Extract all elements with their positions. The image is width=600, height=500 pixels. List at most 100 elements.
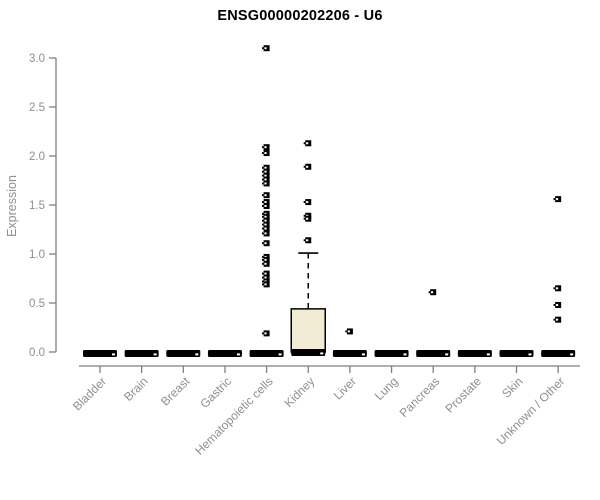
outlier-point-tail [262, 227, 264, 230]
box-median-bar [374, 350, 409, 357]
outlier-point-tail [303, 165, 306, 168]
outlier-point-tail [262, 178, 264, 181]
outlier-point-center [264, 283, 267, 286]
y-tick-label: 0.0 [29, 347, 45, 359]
box-median-bar [291, 349, 326, 357]
outlier-point-center [264, 170, 267, 173]
outlier-point-center [264, 272, 267, 275]
outlier-point-center [555, 287, 559, 290]
outlier-point-center [264, 262, 267, 265]
outlier-point-center [264, 194, 267, 197]
y-tick-label: 1.0 [29, 249, 45, 261]
outlier-point-tail [553, 287, 556, 290]
outlier-point-center [264, 47, 267, 50]
x-category-label: Bladder [70, 374, 109, 413]
outlier-point-center [264, 258, 267, 261]
y-tick-label: 3.0 [29, 53, 45, 65]
outlier-point-tail [262, 212, 264, 215]
outlier-point-tail [345, 330, 347, 333]
outlier-point-center [264, 242, 267, 245]
outlier-point-tail [262, 152, 264, 155]
outlier-point-tail [262, 255, 264, 258]
box-median-bar-notch [486, 353, 490, 356]
box-median-bar [541, 350, 576, 357]
outlier-point-tail [262, 242, 264, 245]
chart-title: ENSG00000202206 - U6 [217, 8, 383, 24]
outlier-point-tail [303, 239, 306, 242]
outlier-point-tail [262, 276, 264, 279]
box-median-bar-notch [445, 353, 449, 356]
box-median-bar-notch [570, 353, 574, 356]
outlier-point-tail [262, 174, 264, 177]
x-category-label: Kidney [282, 374, 318, 410]
outlier-point-tail [553, 198, 556, 201]
outlier-point-center [306, 239, 309, 242]
box [290, 308, 326, 353]
box-median-bar [332, 350, 367, 357]
outlier-point-tail [428, 291, 431, 294]
outlier-point-center [264, 204, 267, 207]
outlier-point-tail [262, 223, 264, 226]
outlier-point-tail [262, 280, 264, 283]
outlier-point-tail [262, 47, 264, 50]
outlier-point-center [306, 165, 309, 168]
outlier-point-tail [262, 201, 264, 204]
outlier-point-tail [303, 217, 306, 220]
outlier-point-tail [553, 303, 556, 306]
box-median-bar-notch [195, 353, 199, 356]
box-median-bar [124, 350, 159, 357]
outlier-point-center [264, 276, 267, 279]
outlier-point-tail [262, 194, 264, 197]
x-category-label: Liver [331, 374, 359, 402]
box-median-bar [166, 350, 201, 357]
box-median-bar-notch [236, 353, 240, 356]
x-category-label: Breast [158, 374, 193, 409]
outlier-point-center [264, 223, 267, 226]
outlier-point-center [347, 330, 350, 333]
outlier-point-center [264, 201, 267, 204]
outlier-point-tail [262, 258, 264, 261]
outlier-point-tail [262, 204, 264, 207]
outlier-point-tail [262, 262, 264, 265]
y-tick-label: 1.5 [29, 200, 45, 212]
x-category-label: Prostate [442, 374, 484, 416]
x-category-label: Skin [499, 374, 525, 400]
box-median-bar-notch [403, 353, 407, 356]
box-median-bar-notch [528, 353, 532, 356]
box-median-bar-notch [153, 353, 157, 356]
box-median-bar [499, 350, 534, 357]
box-median-bar [416, 350, 451, 357]
outlier-point-tail [262, 215, 264, 218]
y-tick-label: 0.5 [29, 298, 45, 310]
outlier-point-tail [303, 142, 306, 145]
box-median-bar [207, 350, 242, 357]
outlier-point-tail [262, 219, 264, 222]
outlier-point-center [306, 201, 309, 204]
outlier-point-tail [262, 182, 264, 185]
outlier-point-center [264, 174, 267, 177]
x-category-label: Hematopoietic cells [192, 374, 275, 457]
outlier-point-tail [262, 283, 264, 286]
box-median-bar [83, 350, 117, 357]
outlier-point-tail [262, 166, 264, 169]
outlier-point-center [264, 152, 267, 155]
outlier-point-center [306, 142, 309, 145]
outlier-point-center [264, 182, 267, 185]
outlier-point-tail [303, 201, 306, 204]
outlier-point-center [431, 291, 434, 294]
outlier-point-center [264, 227, 267, 230]
outlier-point-center [264, 146, 267, 149]
x-category-label: Pancreas [397, 374, 443, 420]
outlier-point-center [264, 232, 267, 235]
outlier-point-tail [262, 146, 264, 149]
outlier-point-center [555, 198, 559, 201]
box-median-bar [249, 350, 284, 357]
box-median-bar-notch [320, 352, 324, 355]
box-median-bar-notch [361, 353, 365, 356]
outlier-point-center [264, 215, 267, 218]
y-tick-label: 2.5 [29, 102, 45, 114]
outlier-point-center [264, 219, 267, 222]
outlier-point-center [264, 178, 267, 181]
